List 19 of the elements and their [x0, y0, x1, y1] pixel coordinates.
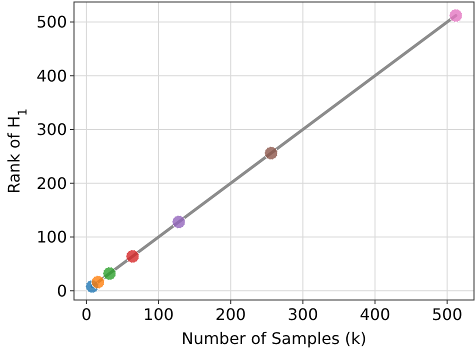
x-tick-label: 100: [143, 305, 174, 324]
x-tick-label: 500: [432, 305, 462, 324]
x-tick-label: 400: [360, 305, 390, 324]
point: [102, 266, 116, 280]
point: [91, 275, 105, 290]
point: [126, 249, 140, 264]
point: [448, 8, 463, 22]
y-tick-label: 300: [36, 120, 67, 140]
point: [264, 146, 278, 160]
x-tick-label: 300: [288, 305, 318, 324]
y-tick-label: 200: [36, 174, 67, 193]
x-tick-label: 200: [215, 305, 246, 324]
point: [172, 215, 186, 229]
y-tick-label: 100: [36, 228, 67, 247]
x-axis-title: Number of Samples (k): [181, 329, 367, 348]
y-tick-label: 400: [36, 66, 67, 86]
y-tick-label: 0: [56, 281, 67, 300]
x-tick-label: 0: [81, 305, 92, 324]
y-tick-label: 500: [36, 12, 67, 32]
